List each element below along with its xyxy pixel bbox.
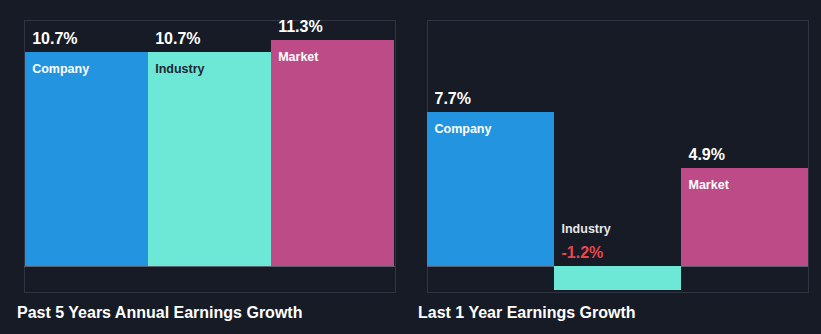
svg-text:Market: Market bbox=[689, 178, 730, 192]
html-text:Past 5 Years Annual Earnings G: Past 5 Years Annual Earnings Growth bbox=[17, 304, 303, 321]
svg-text:Company: Company bbox=[435, 122, 492, 136]
html-text:Last 1 Year Earnings Growth: Last 1 Year Earnings Growth bbox=[418, 304, 636, 321]
svg-text:11.3%: 11.3% bbox=[278, 18, 322, 35]
svg-text:10.7%: 10.7% bbox=[32, 30, 77, 47]
svg-text:Market: Market bbox=[278, 50, 319, 64]
svg-text:Industry: Industry bbox=[155, 62, 204, 76]
svg-text:Company: Company bbox=[32, 62, 89, 76]
svg-text:4.9%: 4.9% bbox=[689, 146, 725, 163]
svg-text:-1.2%: -1.2% bbox=[562, 244, 604, 261]
svg-text:7.7%: 7.7% bbox=[435, 90, 471, 107]
svg-text:Industry: Industry bbox=[562, 222, 611, 236]
svg-text:10.7%: 10.7% bbox=[155, 30, 200, 47]
